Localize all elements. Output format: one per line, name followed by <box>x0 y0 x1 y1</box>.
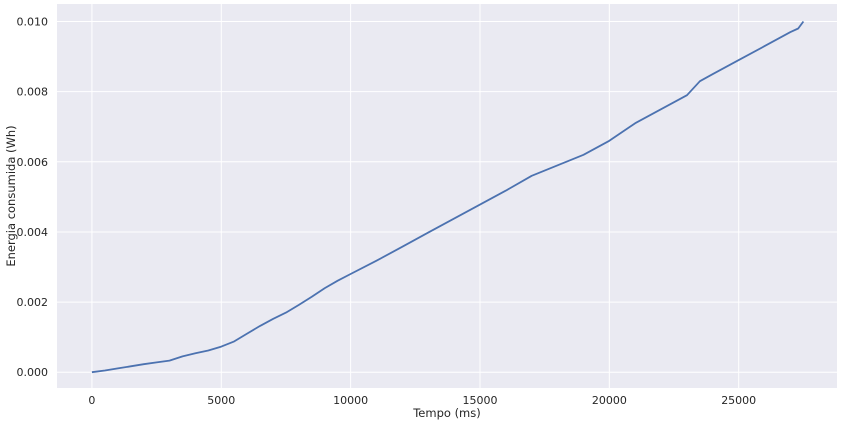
grid-lines <box>57 4 837 388</box>
plot-area <box>57 4 837 388</box>
y-tick-label: 0.004 <box>17 226 49 239</box>
x-tick-label: 5000 <box>207 394 235 407</box>
y-tick-label: 0.000 <box>17 366 49 379</box>
y-tick-label: 0.010 <box>17 16 49 29</box>
y-tick-label: 0.008 <box>17 86 49 99</box>
y-axis-ticks: 0.000 0.002 0.004 0.006 0.008 0.010 <box>17 16 49 380</box>
energy-series-line <box>91 20 805 374</box>
series-layer <box>91 20 805 374</box>
x-tick-label: 15000 <box>462 394 497 407</box>
x-axis-ticks: 0 5000 10000 15000 20000 25000 <box>88 394 756 407</box>
y-tick-label: 0.002 <box>17 296 49 309</box>
x-tick-label: 20000 <box>592 394 627 407</box>
x-tick-label: 25000 <box>721 394 756 407</box>
y-tick-label: 0.006 <box>17 156 49 169</box>
y-axis-label: Energia consumida (Wh) <box>4 125 18 266</box>
x-tick-label: 10000 <box>333 394 368 407</box>
x-axis-label: Tempo (ms) <box>412 406 481 420</box>
x-tick-label: 0 <box>88 394 95 407</box>
